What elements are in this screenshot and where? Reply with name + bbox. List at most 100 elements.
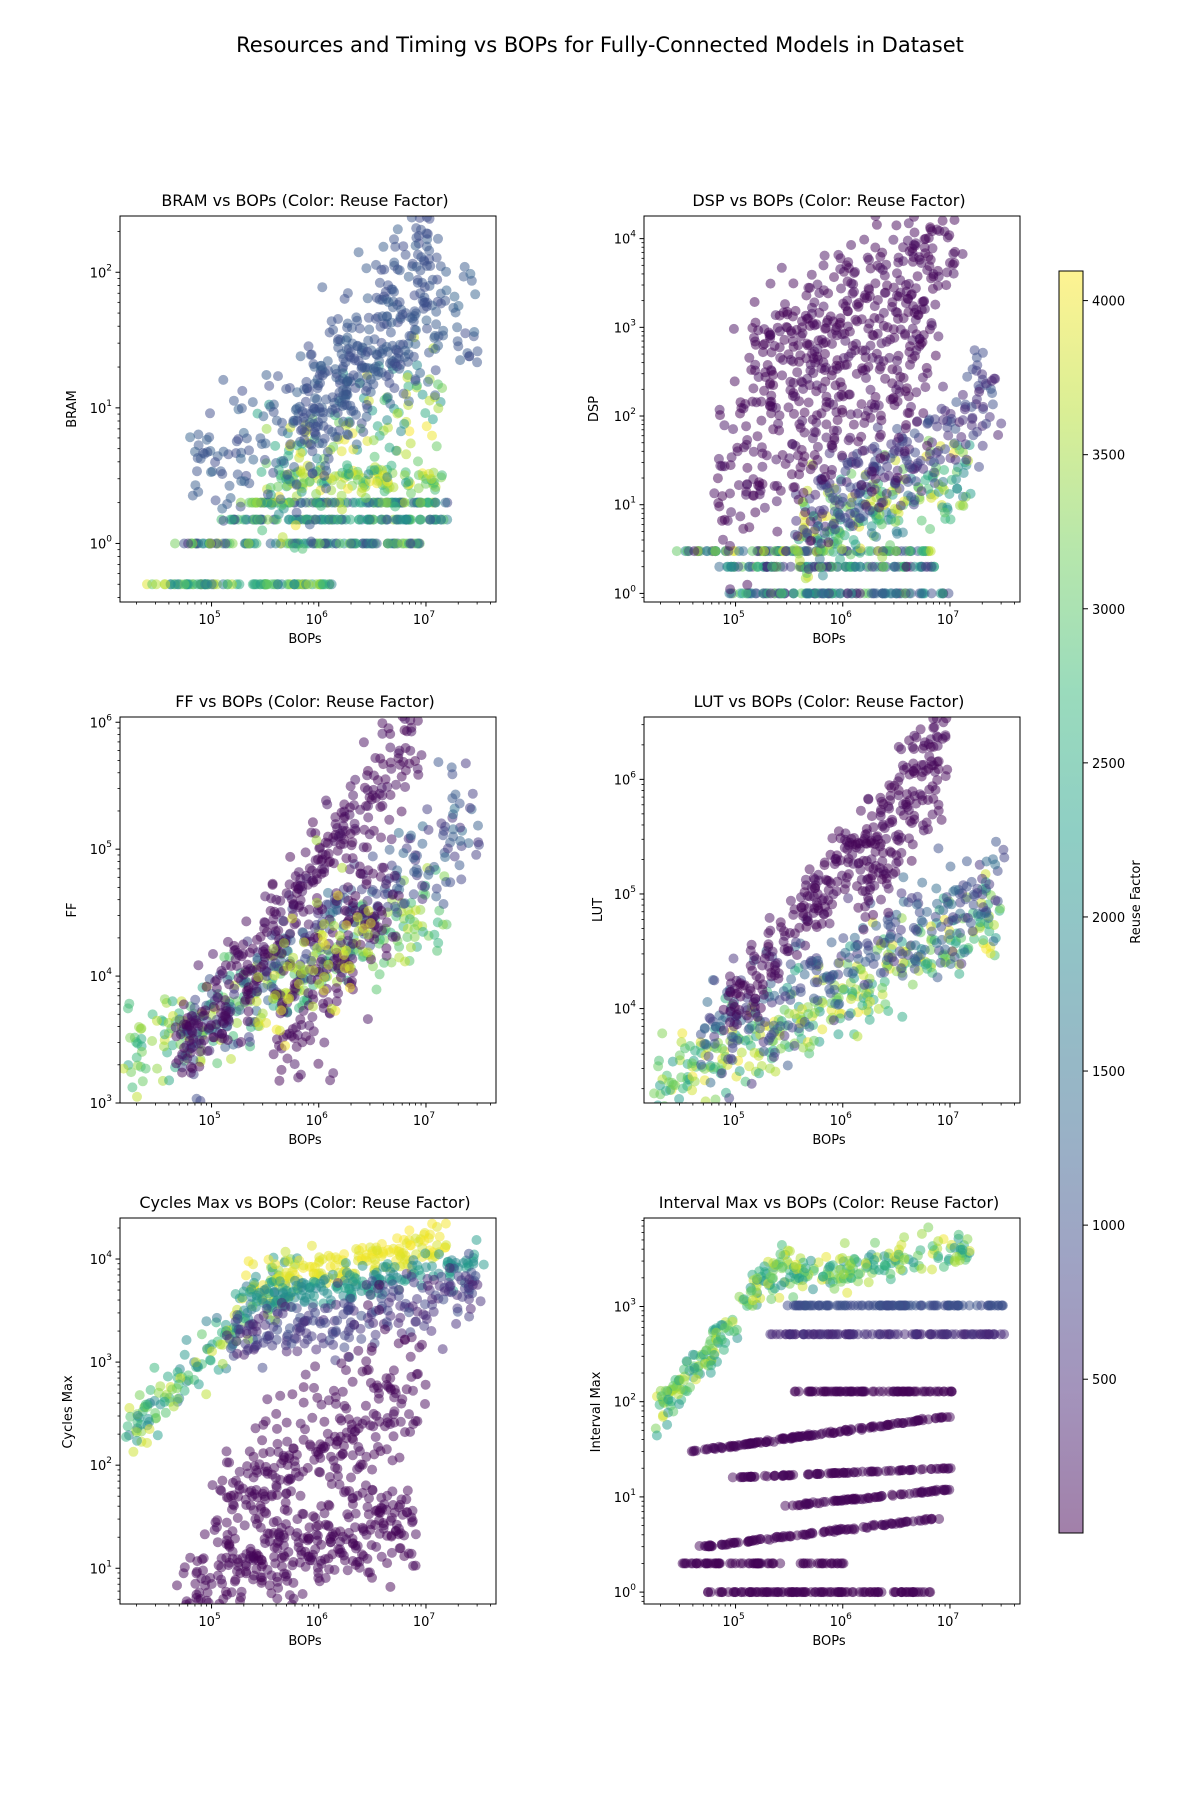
scatter-points bbox=[120, 717, 484, 1103]
data-point bbox=[282, 469, 293, 480]
data-point bbox=[880, 373, 891, 384]
data-point bbox=[812, 995, 823, 1006]
data-point bbox=[916, 588, 927, 599]
data-point bbox=[168, 1401, 179, 1412]
data-point bbox=[417, 838, 428, 849]
data-point bbox=[361, 386, 371, 396]
data-point bbox=[337, 504, 347, 515]
data-point bbox=[313, 854, 323, 865]
data-point bbox=[862, 293, 872, 304]
data-point bbox=[945, 861, 956, 872]
data-point bbox=[757, 461, 768, 472]
data-point bbox=[193, 429, 204, 440]
data-point bbox=[883, 1006, 894, 1016]
x-tick-label: 105 bbox=[722, 1111, 744, 1129]
data-point bbox=[185, 432, 196, 443]
data-point bbox=[853, 298, 864, 308]
data-point bbox=[853, 902, 864, 913]
data-point bbox=[869, 588, 880, 599]
data-point bbox=[440, 852, 451, 863]
data-point bbox=[384, 814, 395, 825]
data-point bbox=[270, 538, 281, 549]
data-point bbox=[892, 465, 903, 476]
data-point bbox=[217, 1028, 227, 1039]
data-point bbox=[838, 984, 849, 995]
data-point bbox=[186, 1025, 197, 1036]
data-point bbox=[364, 324, 375, 335]
data-point bbox=[252, 986, 263, 997]
data-point bbox=[765, 588, 776, 599]
data-point bbox=[299, 937, 310, 948]
data-point bbox=[877, 588, 888, 599]
data-point bbox=[218, 515, 229, 526]
data-point bbox=[897, 1011, 908, 1022]
data-point bbox=[411, 325, 421, 336]
data-point bbox=[936, 403, 947, 414]
data-point bbox=[915, 455, 926, 466]
data-point bbox=[718, 1004, 729, 1015]
data-point bbox=[752, 431, 763, 442]
data-point bbox=[855, 513, 866, 524]
data-point bbox=[838, 298, 849, 309]
data-point bbox=[792, 367, 803, 378]
data-point bbox=[289, 579, 300, 590]
data-point bbox=[433, 757, 444, 768]
data-point bbox=[371, 984, 382, 995]
data-point bbox=[837, 404, 847, 415]
data-point bbox=[375, 802, 386, 812]
data-point bbox=[780, 299, 790, 310]
data-point bbox=[348, 790, 359, 801]
data-point bbox=[243, 1032, 254, 1042]
data-point bbox=[153, 1387, 164, 1398]
data-point bbox=[819, 860, 830, 871]
data-point bbox=[398, 898, 409, 909]
data-point bbox=[876, 894, 886, 905]
subplot-title: LUT vs BOPs (Color: Reuse Factor) bbox=[694, 692, 965, 711]
data-point bbox=[291, 888, 302, 898]
data-point bbox=[864, 505, 875, 516]
data-point bbox=[235, 1005, 245, 1015]
data-point bbox=[289, 462, 300, 472]
data-point bbox=[760, 1017, 771, 1027]
data-point bbox=[931, 938, 942, 949]
data-point bbox=[787, 439, 798, 450]
data-point bbox=[755, 973, 765, 984]
data-point bbox=[452, 322, 463, 333]
data-point bbox=[905, 588, 916, 599]
data-point bbox=[955, 928, 965, 938]
data-point bbox=[866, 838, 877, 849]
data-point bbox=[775, 1021, 786, 1032]
data-point bbox=[920, 382, 931, 393]
data-point bbox=[687, 1085, 698, 1096]
data-point bbox=[756, 396, 767, 407]
data-point bbox=[303, 341, 314, 352]
data-point bbox=[460, 758, 471, 769]
data-point bbox=[417, 880, 428, 891]
data-point bbox=[768, 370, 779, 380]
data-point bbox=[242, 966, 253, 977]
data-point bbox=[820, 348, 830, 359]
data-point bbox=[270, 990, 281, 1001]
data-point bbox=[891, 220, 902, 231]
data-point bbox=[816, 918, 827, 929]
data-point bbox=[750, 507, 761, 518]
data-point bbox=[903, 218, 914, 229]
data-point bbox=[916, 771, 927, 782]
data-point bbox=[234, 579, 245, 590]
data-point bbox=[355, 868, 366, 879]
data-point bbox=[172, 1394, 183, 1404]
data-point bbox=[941, 892, 952, 903]
data-point bbox=[906, 492, 917, 502]
data-point bbox=[981, 856, 992, 867]
data-point bbox=[314, 843, 325, 854]
data-point bbox=[401, 449, 412, 460]
data-point bbox=[350, 383, 361, 393]
data-point bbox=[277, 532, 288, 543]
data-point bbox=[405, 312, 416, 323]
data-point bbox=[977, 347, 988, 358]
data-point bbox=[918, 759, 929, 770]
data-point bbox=[339, 293, 350, 304]
data-point bbox=[423, 468, 434, 479]
data-point bbox=[910, 940, 921, 951]
data-point bbox=[700, 1096, 711, 1103]
